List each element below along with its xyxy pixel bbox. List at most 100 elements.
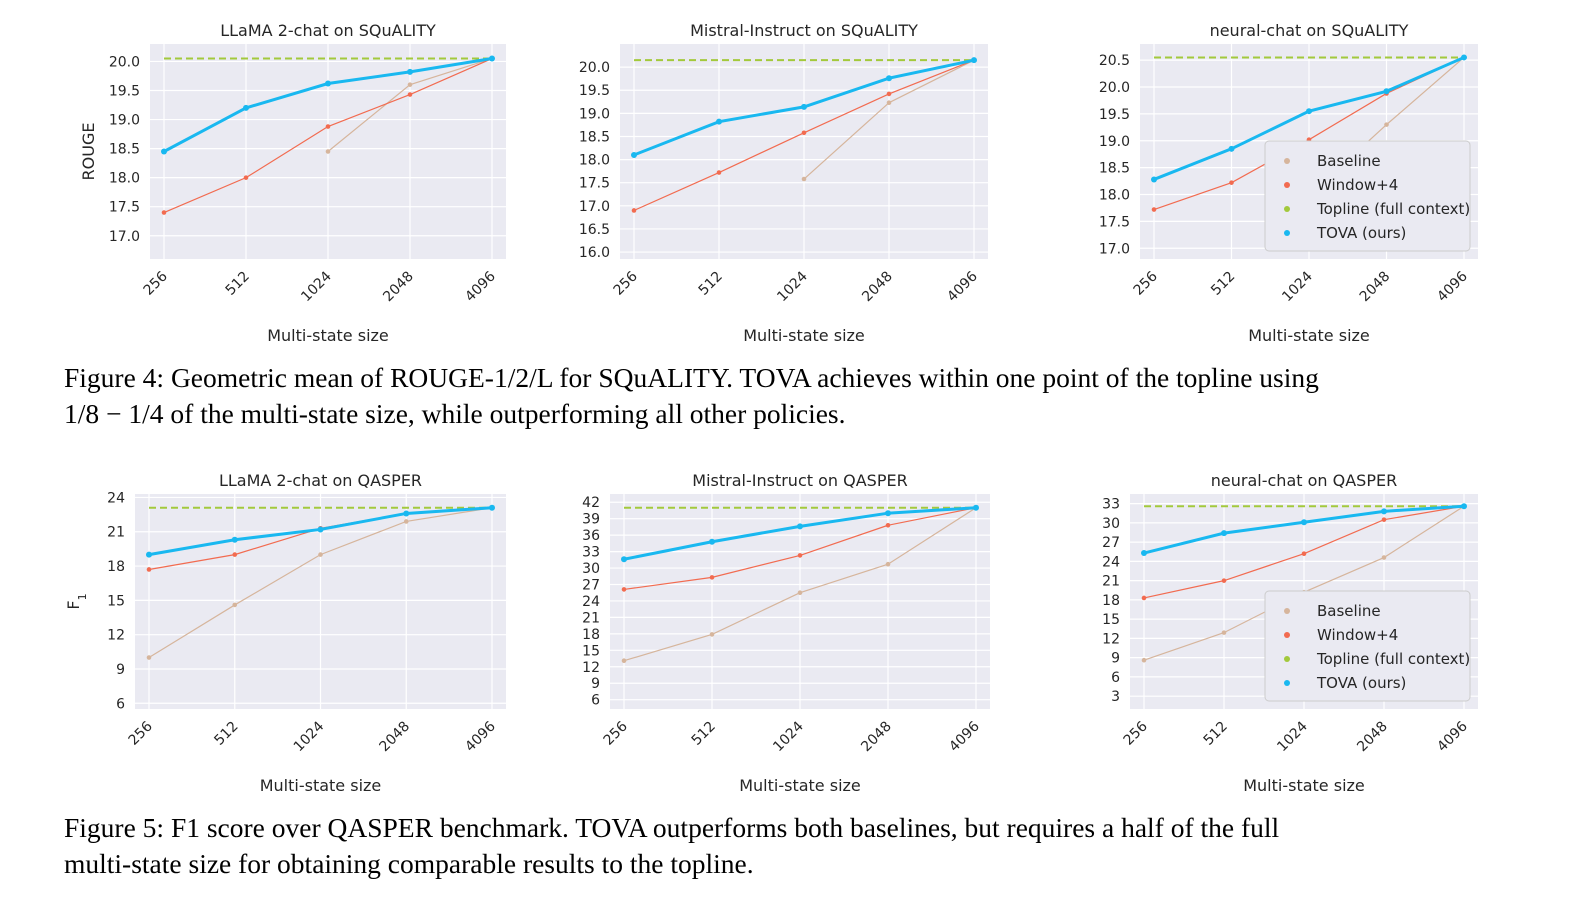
data-point-baseline: [407, 82, 413, 87]
x-tick-label: 1024: [770, 718, 807, 755]
x-tick-label: 1024: [298, 268, 335, 305]
legend: [1264, 140, 1471, 252]
legend-label: Window+4: [1317, 176, 1398, 194]
data-point-window-4: [232, 552, 238, 557]
y-tick-label: 18: [1102, 593, 1120, 609]
data-point-tova-ours-: [231, 536, 238, 543]
data-point-baseline: [325, 149, 331, 154]
data-point-tova-ours-: [885, 510, 891, 517]
y-tick-label: 19.5: [109, 83, 140, 99]
data-point-baseline: [146, 655, 152, 660]
data-point-window-4: [1141, 595, 1147, 601]
data-point-tova-ours-: [797, 523, 803, 530]
x-tick-label: 4096: [462, 718, 499, 755]
y-tick-label: 9: [1111, 651, 1120, 667]
x-tick-label: 512: [1201, 719, 1231, 749]
y-tick-label: 24: [1102, 554, 1120, 570]
x-tick-label: 1024: [1274, 718, 1311, 755]
chart-mistral-squality: 16.0 16.5 17.0 17.5 18.0 18.5 19.0 19.5 20.0 256 5…: [520, 14, 1040, 345]
data-point-window-4: [161, 210, 167, 215]
x-tick-label: 512: [211, 719, 241, 749]
chart-title: Mistral-Instruct on SQuALITY: [690, 21, 918, 40]
y-tick-label: 24: [582, 594, 600, 610]
chart-mistral-qasper: 6 9 12 15 18 21 24 27 30 33 36 39 42 256 512 1024 2048 40…: [520, 464, 1040, 795]
y-tick-label: 18.5: [579, 129, 610, 145]
y-tick-label: 20.0: [579, 60, 610, 76]
legend-marker: [1284, 206, 1290, 212]
data-point-window-4: [325, 124, 331, 129]
y-tick-label: 17.0: [109, 229, 140, 245]
y-tick-label: 19.0: [109, 113, 140, 129]
legend-label: TOVA (ours): [1316, 224, 1406, 242]
y-tick-label: 17.5: [579, 176, 610, 192]
data-point-tova-ours-: [716, 118, 722, 125]
data-point-window-4: [797, 553, 803, 558]
chart-svg: 17.0 17.5 18.0 18.5 19.0 19.5 20.0 20.5 256 512 10…: [1099, 21, 1478, 345]
data-point-tova-ours-: [1221, 530, 1227, 537]
data-point-tova-ours-: [489, 55, 495, 62]
data-point-tova-ours-: [1383, 88, 1390, 95]
data-point-window-4: [243, 175, 249, 180]
chart-llama-squality: 17.0 17.5 18.0 18.5 19.0 19.5 20.0 256 512 1024 20…: [0, 14, 520, 345]
data-point-window-4: [885, 522, 891, 528]
chart-svg: 16.0 16.5 17.0 17.5 18.0 18.5 19.0 19.5 20.0 256 5…: [579, 21, 988, 345]
chart-svg: 6 9 12 15 18 21 24 256 512 1024 2048 4096 LLaMA 2-ch…: [64, 471, 506, 795]
x-axis-label: Multi-state size: [1243, 776, 1365, 795]
chart-title: LLaMA 2-chat on SQuALITY: [220, 21, 436, 40]
chart-svg: 17.0 17.5 18.0 18.5 19.0 19.5 20.0 256 512 1024 20…: [79, 21, 506, 345]
y-axis-label: ROUGE: [79, 123, 98, 181]
legend-marker: [1284, 680, 1290, 686]
data-point-window-4: [1151, 207, 1157, 212]
x-tick-label: 4096: [462, 268, 499, 305]
y-tick-label: 19.5: [1099, 107, 1130, 123]
legend-marker: [1284, 656, 1290, 662]
x-tick-label: 256: [1131, 268, 1161, 298]
x-tick-label: 2048: [1354, 719, 1391, 756]
data-point-baseline: [801, 176, 807, 182]
data-point-window-4: [801, 130, 807, 136]
y-tick-label: 39: [582, 512, 600, 528]
data-point-tova-ours-: [1306, 108, 1312, 115]
y-tick-label: 21: [107, 525, 125, 541]
chart-title: LLaMA 2-chat on QASPER: [219, 471, 422, 490]
y-tick-label: 6: [116, 696, 125, 712]
y-tick-label: 12: [1102, 631, 1120, 647]
y-tick-label: 16.5: [579, 222, 610, 238]
x-tick-label: 1024: [1279, 268, 1316, 305]
y-tick-label: 30: [582, 561, 600, 577]
x-tick-label: 512: [689, 719, 719, 749]
chart-llama-qasper: 6 9 12 15 18 21 24 256 512 1024 2048 4096 LLaMA 2-ch…: [0, 464, 520, 795]
x-tick-label: 4096: [946, 718, 983, 755]
y-tick-label: 17.0: [1099, 241, 1130, 257]
y-tick-label: 18.0: [1099, 188, 1130, 204]
y-tick-label: 19.0: [1099, 134, 1130, 150]
x-tick-label: 256: [611, 268, 641, 298]
y-tick-label: 15: [582, 643, 600, 659]
data-point-baseline: [1221, 630, 1227, 635]
x-tick-label: 256: [126, 718, 156, 748]
data-point-tova-ours-: [1461, 54, 1467, 61]
x-tick-label: 512: [696, 269, 726, 299]
data-point-window-4: [1301, 551, 1307, 556]
y-tick-label: 6: [1111, 670, 1120, 686]
x-tick-label: 256: [601, 718, 631, 748]
y-tick-label: 42: [582, 495, 600, 511]
legend-label: Topline (full context): [1316, 650, 1470, 668]
x-tick-label: 2048: [377, 719, 414, 756]
data-point-tova-ours-: [886, 75, 892, 82]
x-tick-label: 2048: [858, 719, 895, 756]
y-tick-label: 3: [1111, 689, 1120, 705]
data-point-tova-ours-: [971, 57, 977, 64]
chart-neuralchat-qasper: 3 6 9 12 15 18 21 24 27 30 33 256 512 1024 2048 4096 neu…: [1040, 464, 1560, 795]
data-point-window-4: [1221, 578, 1227, 583]
data-point-window-4: [146, 567, 152, 572]
x-tick-label: 2048: [380, 269, 417, 306]
y-tick-label: 21: [582, 610, 600, 626]
y-tick-label: 18.5: [1099, 161, 1130, 177]
data-point-tova-ours-: [161, 148, 167, 155]
y-tick-label: 19.5: [579, 83, 610, 99]
data-point-window-4: [886, 91, 892, 97]
data-point-window-4: [709, 575, 715, 580]
x-tick-label: 1024: [291, 718, 328, 755]
y-tick-label: 33: [1102, 497, 1120, 513]
